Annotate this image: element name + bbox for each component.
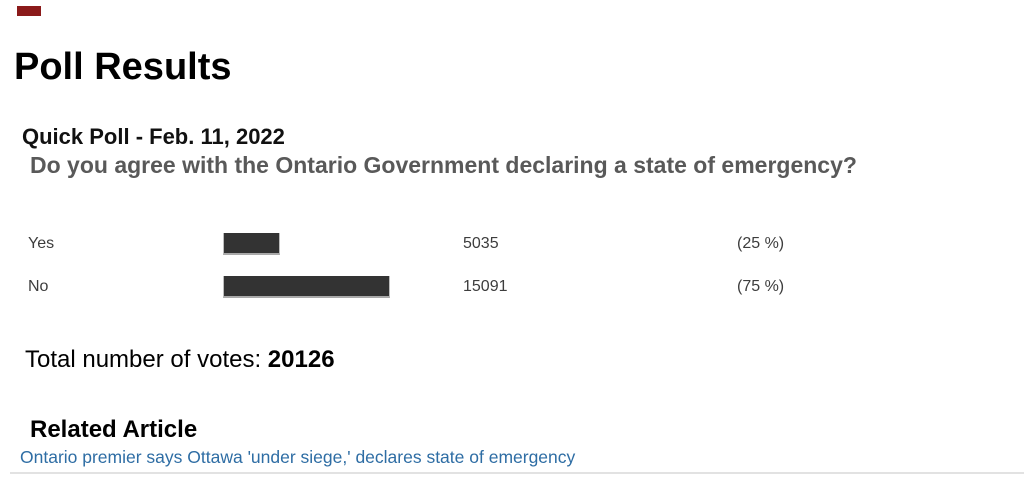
related-article-link[interactable]: Ontario premier says Ottawa 'under siege… xyxy=(20,447,576,467)
result-bar-no xyxy=(223,275,390,298)
bottom-divider xyxy=(10,472,1024,474)
bar-cell xyxy=(223,275,463,298)
related-article-heading: Related Article xyxy=(30,415,198,443)
option-label: No xyxy=(28,277,49,295)
bar-cell xyxy=(223,232,463,255)
poll-option-row-yes: Yes 5035 (25 %) xyxy=(28,222,988,265)
poll-option-row-no: No 15091 (75 %) xyxy=(28,265,988,308)
vote-count: 15091 xyxy=(463,277,508,295)
total-votes-line: Total number of votes: 20126 xyxy=(25,346,335,374)
red-marker xyxy=(17,6,41,16)
poll-question: Do you agree with the Ontario Government… xyxy=(30,152,857,178)
vote-count: 5035 xyxy=(463,234,499,252)
vote-percent: (75 %) xyxy=(737,277,785,295)
poll-results-list: Yes 5035 (25 %) No 15091 (75 %) xyxy=(28,222,988,308)
option-label: Yes xyxy=(28,234,55,252)
total-votes-value: 20126 xyxy=(267,346,335,373)
page-title: Poll Results xyxy=(14,46,232,89)
poll-date-heading: Quick Poll - Feb. 11, 2022 xyxy=(22,124,285,150)
vote-percent: (25 %) xyxy=(737,234,785,252)
result-bar-yes xyxy=(223,232,280,255)
total-votes-label: Total number of votes: xyxy=(25,346,268,373)
